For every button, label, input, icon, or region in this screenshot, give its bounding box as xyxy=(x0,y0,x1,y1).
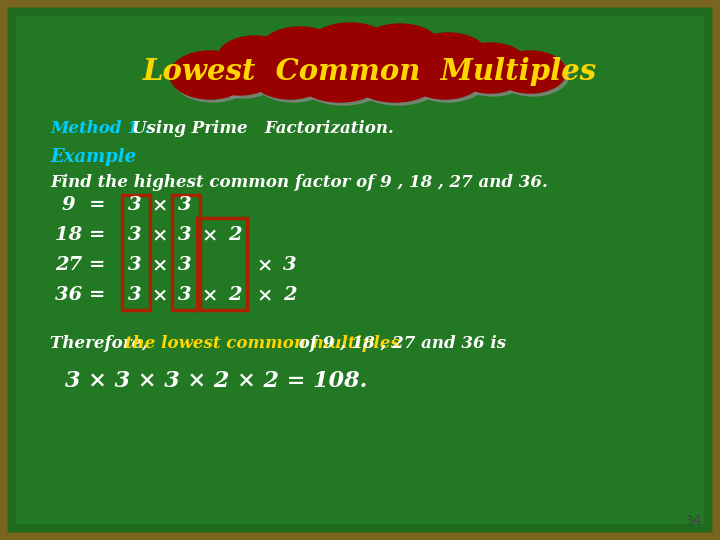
Ellipse shape xyxy=(220,39,295,83)
Ellipse shape xyxy=(256,60,330,102)
Bar xyxy=(122,195,150,310)
Ellipse shape xyxy=(456,55,524,93)
Text: 27 =: 27 = xyxy=(55,256,105,274)
Text: 3: 3 xyxy=(128,196,142,214)
Ellipse shape xyxy=(494,51,566,93)
Text: 3: 3 xyxy=(283,256,297,274)
Ellipse shape xyxy=(452,43,528,87)
Text: Example: Example xyxy=(50,148,136,166)
Text: 3: 3 xyxy=(128,256,142,274)
Text: Using Prime   Factorization.: Using Prime Factorization. xyxy=(132,120,394,137)
Ellipse shape xyxy=(353,58,438,102)
Text: 2: 2 xyxy=(228,286,242,304)
Text: ×: × xyxy=(152,196,168,214)
Text: ×: × xyxy=(257,256,273,274)
Text: 9  =: 9 = xyxy=(61,196,105,214)
Text: ×: × xyxy=(202,286,218,304)
Text: Therefore,: Therefore, xyxy=(50,335,153,352)
Ellipse shape xyxy=(300,61,385,105)
FancyBboxPatch shape xyxy=(16,16,704,524)
Text: 3: 3 xyxy=(178,226,192,244)
Text: 18 =: 18 = xyxy=(55,226,105,244)
Text: ×: × xyxy=(152,226,168,244)
Text: 3: 3 xyxy=(128,226,142,244)
Ellipse shape xyxy=(410,60,485,102)
Ellipse shape xyxy=(173,54,253,102)
Ellipse shape xyxy=(217,36,292,80)
Bar xyxy=(172,195,200,310)
Text: of 9 , 18 , 27 and 36 is: of 9 , 18 , 27 and 36 is xyxy=(293,335,506,352)
Ellipse shape xyxy=(362,27,444,75)
Bar xyxy=(197,218,247,310)
Ellipse shape xyxy=(208,58,278,98)
Text: ×: × xyxy=(152,286,168,304)
Ellipse shape xyxy=(253,57,328,99)
Text: 3 × 3 × 3 × 2 × 2 = 108.: 3 × 3 × 3 × 2 × 2 = 108. xyxy=(65,370,367,392)
Ellipse shape xyxy=(356,61,441,105)
Ellipse shape xyxy=(409,33,487,77)
Ellipse shape xyxy=(170,51,250,99)
Text: 2: 2 xyxy=(228,226,242,244)
Text: ×: × xyxy=(257,286,273,304)
Text: 2: 2 xyxy=(283,286,297,304)
Ellipse shape xyxy=(263,30,343,76)
Ellipse shape xyxy=(412,36,490,80)
Text: 3: 3 xyxy=(178,256,192,274)
Text: Method 1 :: Method 1 : xyxy=(50,120,156,137)
Ellipse shape xyxy=(307,23,392,71)
Ellipse shape xyxy=(456,46,531,90)
Text: ×: × xyxy=(152,256,168,274)
Text: Find the highest common factor of 9 , 18 , 27 and 36.: Find the highest common factor of 9 , 18… xyxy=(50,174,548,191)
Ellipse shape xyxy=(408,57,482,99)
Ellipse shape xyxy=(205,55,275,95)
Text: the lowest common multiples: the lowest common multiples xyxy=(125,335,400,352)
Text: 3: 3 xyxy=(178,196,192,214)
Text: 3: 3 xyxy=(178,286,192,304)
Ellipse shape xyxy=(297,58,382,102)
Ellipse shape xyxy=(459,58,527,96)
Ellipse shape xyxy=(220,40,520,90)
Ellipse shape xyxy=(497,54,569,96)
Ellipse shape xyxy=(359,24,441,72)
Ellipse shape xyxy=(310,26,395,74)
Text: Lowest  Common  Multiples: Lowest Common Multiples xyxy=(143,57,597,86)
Text: 3: 3 xyxy=(128,286,142,304)
Text: 34: 34 xyxy=(685,514,702,528)
Ellipse shape xyxy=(223,43,523,93)
Text: ×: × xyxy=(202,226,218,244)
Text: 36 =: 36 = xyxy=(55,286,105,304)
Ellipse shape xyxy=(260,27,340,73)
